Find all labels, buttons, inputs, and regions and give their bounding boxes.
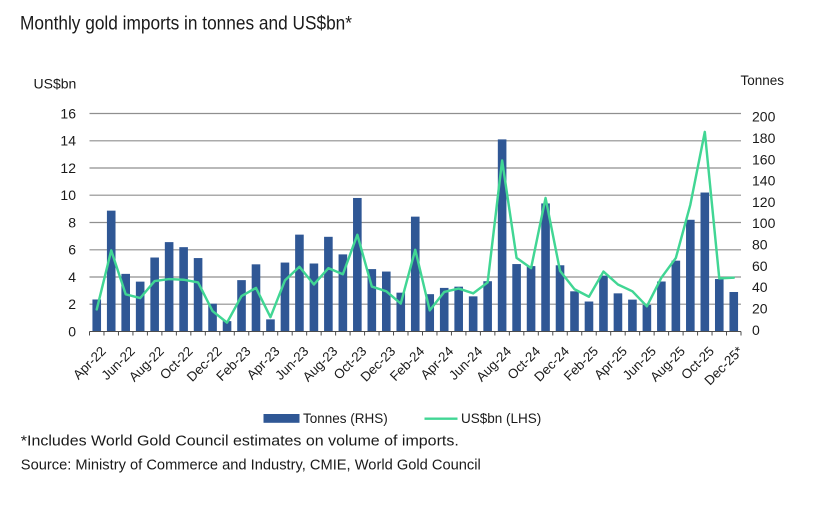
svg-text:140: 140 <box>752 173 776 189</box>
svg-text:Tonnes (RHS): Tonnes (RHS) <box>303 411 388 426</box>
svg-text:180: 180 <box>752 130 776 146</box>
svg-text:60: 60 <box>752 258 768 274</box>
svg-text:80: 80 <box>752 237 768 253</box>
svg-text:12: 12 <box>60 160 76 176</box>
svg-text:40: 40 <box>752 279 768 295</box>
svg-text:*Includes World Gold Council e: *Includes World Gold Council estimates o… <box>21 434 459 450</box>
svg-text:16: 16 <box>60 105 76 121</box>
svg-text:200: 200 <box>752 109 776 125</box>
svg-text:100: 100 <box>752 215 776 231</box>
svg-text:Monthly gold imports in tonnes: Monthly gold imports in tonnes and US$bn… <box>20 14 352 35</box>
svg-text:4: 4 <box>68 269 76 285</box>
svg-text:2: 2 <box>68 296 76 312</box>
svg-text:US$bn (LHS): US$bn (LHS) <box>461 411 541 426</box>
svg-text:Tonnes: Tonnes <box>741 73 785 88</box>
svg-text:120: 120 <box>752 194 776 210</box>
svg-text:0: 0 <box>752 322 760 338</box>
svg-text:0: 0 <box>68 323 76 339</box>
svg-text:US$bn: US$bn <box>34 76 77 92</box>
svg-text:10: 10 <box>60 187 76 203</box>
svg-text:20: 20 <box>752 300 768 316</box>
svg-text:Source: Ministry of Commerce a: Source: Ministry of Commerce and Industr… <box>21 458 481 474</box>
svg-text:160: 160 <box>752 151 776 167</box>
svg-text:14: 14 <box>60 133 76 149</box>
svg-text:8: 8 <box>68 214 76 230</box>
svg-text:6: 6 <box>68 242 76 258</box>
